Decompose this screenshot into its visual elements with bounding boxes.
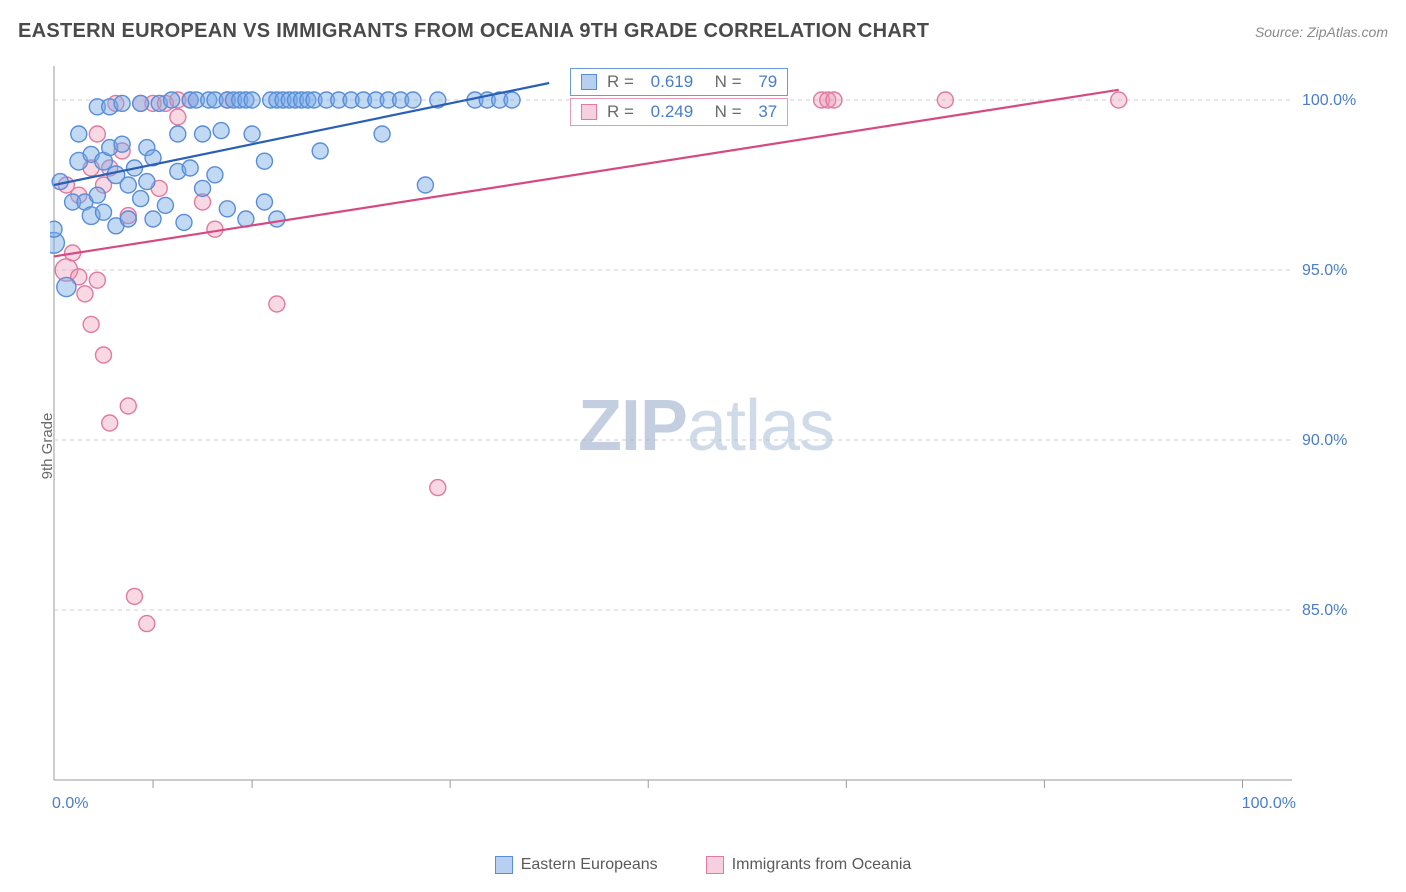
bottom-legend: Eastern Europeans Immigrants from Oceani… bbox=[0, 856, 1406, 874]
scatter-plot-svg: 85.0% 90.0% 95.0% 100.0% 0.0% 100.0% bbox=[50, 62, 1362, 820]
svg-text:95.0%: 95.0% bbox=[1302, 262, 1347, 279]
svg-text:100.0%: 100.0% bbox=[1302, 92, 1356, 109]
legend-label: Eastern Europeans bbox=[521, 856, 658, 874]
swatch-pink-icon bbox=[581, 104, 597, 120]
svg-text:0.0%: 0.0% bbox=[52, 795, 88, 812]
legend-item-blue: Eastern Europeans bbox=[495, 856, 658, 874]
svg-text:85.0%: 85.0% bbox=[1302, 602, 1347, 619]
swatch-pink-icon bbox=[706, 856, 724, 874]
stat-box-blue: R = 0.619 N = 79 bbox=[570, 68, 788, 96]
stat-box-pink: R = 0.249 N = 37 bbox=[570, 98, 788, 126]
swatch-blue-icon bbox=[495, 856, 513, 874]
swatch-blue-icon bbox=[581, 74, 597, 90]
legend-item-pink: Immigrants from Oceania bbox=[706, 856, 912, 874]
chart-title: EASTERN EUROPEAN VS IMMIGRANTS FROM OCEA… bbox=[18, 20, 929, 43]
legend-label: Immigrants from Oceania bbox=[732, 856, 912, 874]
source-attribution: Source: ZipAtlas.com bbox=[1255, 24, 1388, 40]
svg-text:90.0%: 90.0% bbox=[1302, 432, 1347, 449]
svg-text:100.0%: 100.0% bbox=[1242, 795, 1296, 812]
plot-area: 85.0%90.0%95.0%100.0%0.0%100.0% ZIPatlas… bbox=[50, 62, 1362, 820]
